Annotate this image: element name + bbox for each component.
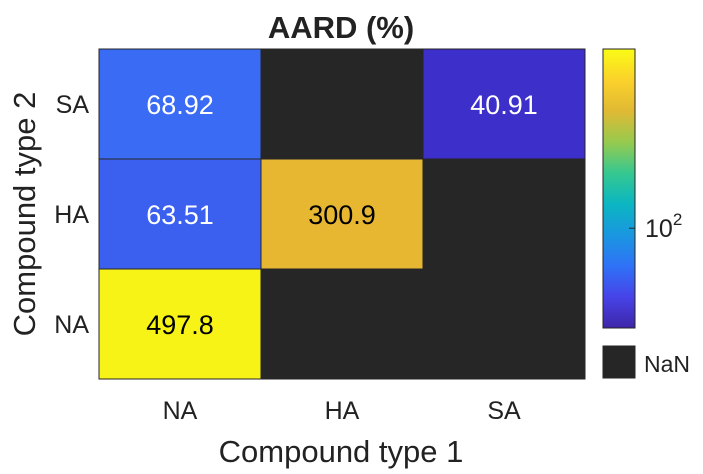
- heatmap-cell: [98, 48, 262, 160]
- y-axis-label: Compound type 2: [7, 92, 42, 337]
- nan-label: NaN: [644, 351, 690, 377]
- cell-value-label: 68.92: [146, 90, 214, 120]
- cell-value-label: 63.51: [146, 200, 214, 230]
- heatmap-cell: [260, 268, 424, 380]
- y-tick-label: HA: [54, 201, 89, 229]
- plot-frame: [98, 48, 586, 380]
- nan-swatch: [602, 345, 636, 379]
- heatmap-cell-labels: 68.92 40.91 63.51 300.9 497.8: [146, 90, 538, 340]
- x-tick-label: SA: [487, 397, 521, 425]
- x-tick-label: NA: [163, 397, 198, 425]
- y-tick-labels: SA HA NA: [54, 91, 89, 339]
- cell-value-label: 40.91: [470, 90, 538, 120]
- heatmap-cell: [422, 158, 586, 270]
- x-tick-labels: NA HA SA: [163, 397, 521, 425]
- colorbar-tick-label: 102: [645, 210, 682, 243]
- heatmap-cell: [260, 48, 424, 160]
- y-tick-label: SA: [56, 91, 90, 119]
- heatmap-cell: [98, 158, 262, 270]
- heatmap-cells: [98, 48, 586, 380]
- cell-value-label: 300.9: [308, 200, 376, 230]
- colorbar: 102 NaN: [602, 48, 690, 379]
- cell-value-label: 497.8: [146, 310, 214, 340]
- colorbar-gradient: [602, 48, 636, 329]
- x-tick-label: HA: [325, 397, 360, 425]
- heatmap-cell: [260, 158, 424, 270]
- x-axis-label: Compound type 1: [219, 434, 464, 469]
- chart-title: AARD (%): [268, 10, 414, 45]
- heatmap-cell: [422, 268, 586, 380]
- y-tick-label: NA: [54, 311, 89, 339]
